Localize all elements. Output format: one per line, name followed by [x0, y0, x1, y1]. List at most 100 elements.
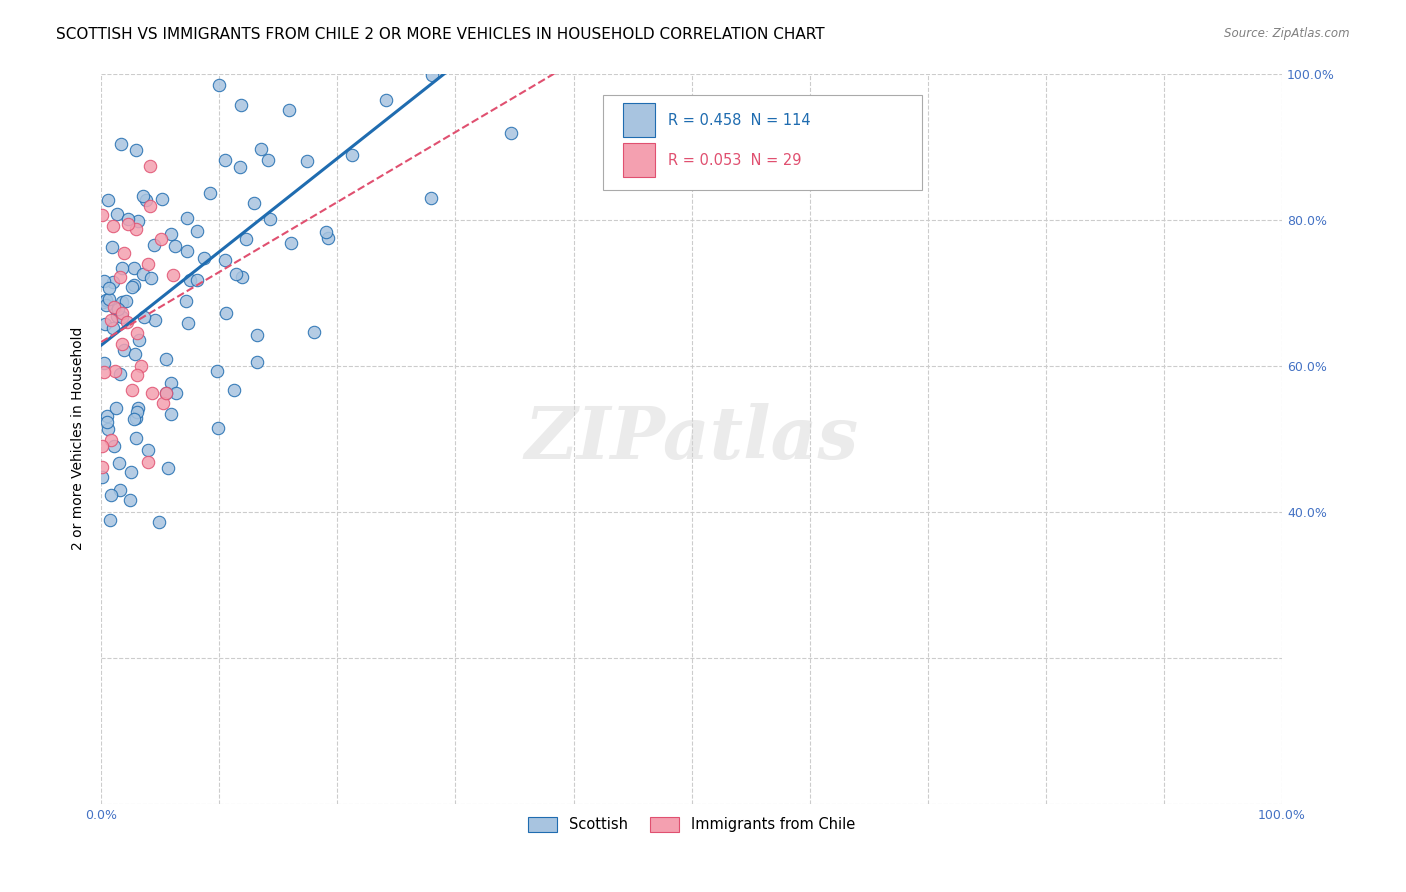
Scottish [340, 148, 363, 162]
Scottish [183, 45, 205, 59]
Scottish [157, 461, 180, 475]
Immigrants from Chile [138, 257, 160, 271]
Immigrants from Chile [149, 232, 172, 246]
Scottish [135, 193, 157, 207]
Scottish [97, 292, 120, 306]
Scottish [250, 142, 273, 156]
Scottish [136, 443, 159, 458]
Scottish [160, 376, 183, 390]
Scottish [132, 268, 155, 282]
Immigrants from Chile [152, 396, 174, 410]
Scottish [145, 37, 167, 51]
Scottish [148, 515, 170, 529]
Text: SCOTTISH VS IMMIGRANTS FROM CHILE 2 OR MORE VEHICLES IN HOUSEHOLD CORRELATION CH: SCOTTISH VS IMMIGRANTS FROM CHILE 2 OR M… [56, 27, 825, 42]
Scottish [225, 267, 247, 281]
Scottish [214, 153, 236, 167]
Scottish [174, 294, 197, 309]
Scottish [214, 306, 236, 320]
Immigrants from Chile [104, 364, 127, 378]
Scottish [165, 386, 187, 401]
Scottish [91, 295, 114, 310]
Scottish [94, 298, 117, 312]
Scottish [243, 196, 266, 211]
Scottish [297, 153, 319, 168]
Immigrants from Chile [108, 270, 131, 285]
Scottish [229, 29, 252, 44]
FancyBboxPatch shape [623, 143, 655, 178]
Scottish [96, 415, 118, 429]
Scottish [354, 50, 377, 64]
Scottish [165, 239, 187, 253]
Scottish [101, 240, 124, 254]
Immigrants from Chile [100, 313, 122, 327]
Scottish [98, 513, 121, 527]
Scottish [93, 318, 115, 332]
Scottish [499, 127, 522, 141]
Scottish [229, 160, 252, 174]
Scottish [124, 347, 146, 361]
Scottish [103, 321, 125, 335]
Scottish [93, 356, 115, 370]
Scottish [179, 273, 201, 287]
Scottish [408, 29, 430, 44]
Immigrants from Chile [129, 359, 152, 374]
Scottish [150, 192, 173, 206]
Text: Source: ZipAtlas.com: Source: ZipAtlas.com [1225, 27, 1350, 40]
Scottish [160, 408, 183, 422]
Scottish [235, 232, 257, 246]
Scottish [114, 293, 136, 308]
Scottish [315, 225, 337, 239]
Scottish [105, 207, 128, 221]
Immigrants from Chile [139, 159, 162, 173]
FancyBboxPatch shape [623, 103, 655, 137]
Scottish [214, 253, 236, 268]
Immigrants from Chile [141, 386, 163, 401]
Scottish [176, 211, 198, 225]
Scottish [302, 326, 325, 340]
Scottish [134, 310, 156, 324]
Immigrants from Chile [93, 365, 115, 379]
Scottish [111, 310, 134, 324]
Scottish [257, 153, 280, 167]
Scottish [125, 431, 148, 445]
Scottish [139, 271, 162, 285]
Scottish [198, 186, 221, 200]
Scottish [207, 420, 229, 434]
Scottish [229, 97, 252, 112]
Scottish [108, 483, 131, 498]
Immigrants from Chile [112, 245, 135, 260]
Scottish [105, 309, 128, 323]
Immigrants from Chile [155, 386, 177, 401]
Scottish [104, 401, 127, 415]
Legend: Scottish, Immigrants from Chile: Scottish, Immigrants from Chile [516, 805, 866, 844]
Scottish [155, 386, 177, 401]
Immigrants from Chile [91, 459, 114, 474]
Scottish [180, 48, 202, 62]
Immigrants from Chile [91, 208, 114, 222]
Immigrants from Chile [125, 368, 148, 383]
Scottish [94, 293, 117, 307]
Immigrants from Chile [100, 434, 122, 448]
Scottish [128, 334, 150, 348]
Scottish [246, 355, 269, 369]
Scottish [125, 405, 148, 419]
Scottish [120, 465, 142, 479]
Scottish [110, 136, 132, 151]
Scottish [93, 274, 115, 288]
Scottish [143, 312, 166, 326]
Immigrants from Chile [121, 383, 143, 397]
Immigrants from Chile [125, 326, 148, 341]
Text: ZIPatlas: ZIPatlas [524, 403, 859, 475]
Immigrants from Chile [111, 306, 134, 320]
Scottish [101, 275, 124, 289]
Scottish [112, 343, 135, 357]
Text: R = 0.053  N = 29: R = 0.053 N = 29 [668, 153, 801, 168]
Scottish [177, 316, 200, 330]
Immigrants from Chile [139, 199, 162, 213]
Scottish [97, 194, 120, 208]
Scottish [111, 295, 134, 310]
Scottish [159, 227, 181, 242]
Scottish [224, 384, 246, 398]
Scottish [132, 189, 155, 203]
Scottish [96, 409, 118, 424]
